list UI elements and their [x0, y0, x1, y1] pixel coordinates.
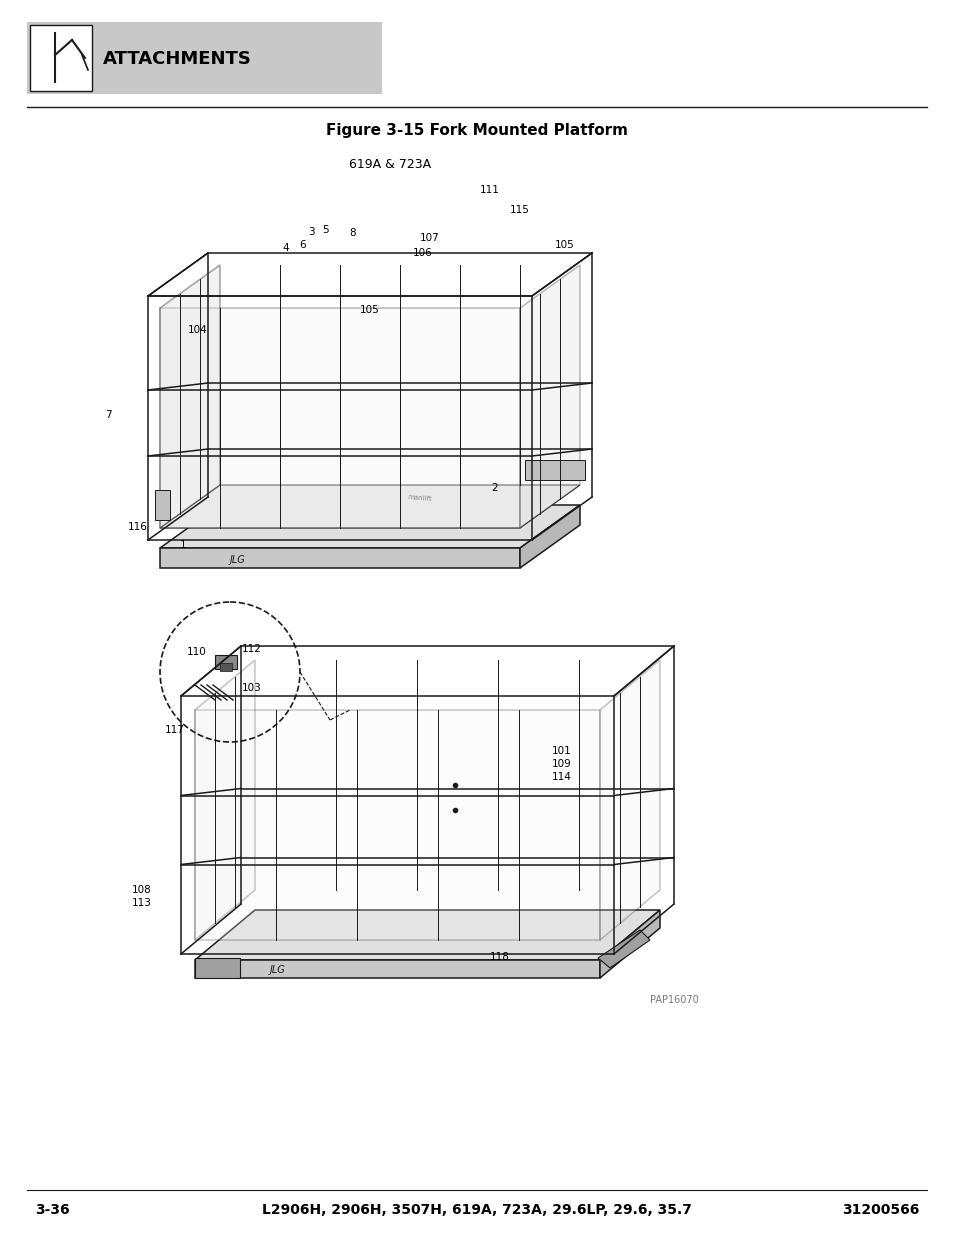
Text: 104: 104: [188, 325, 208, 335]
Bar: [154, 490, 170, 520]
Text: 105: 105: [555, 240, 575, 249]
Text: 8: 8: [350, 228, 355, 238]
Polygon shape: [160, 266, 220, 529]
Text: ATTACHMENTS: ATTACHMENTS: [103, 49, 252, 68]
Polygon shape: [599, 659, 659, 940]
Text: 115: 115: [510, 205, 529, 215]
Text: 3-36: 3-36: [35, 1203, 70, 1216]
Text: 110: 110: [187, 647, 207, 657]
Polygon shape: [194, 910, 659, 960]
Text: Figure 3-15 Fork Mounted Platform: Figure 3-15 Fork Mounted Platform: [326, 122, 627, 137]
Text: manlift: manlift: [407, 494, 432, 503]
Text: PAP16070: PAP16070: [649, 995, 698, 1005]
Text: L2906H, 2906H, 3507H, 619A, 723A, 29.6LP, 29.6, 35.7: L2906H, 2906H, 3507H, 619A, 723A, 29.6LP…: [262, 1203, 691, 1216]
Polygon shape: [194, 958, 240, 978]
Text: 107: 107: [419, 233, 439, 243]
Text: 1: 1: [179, 540, 186, 550]
Text: 6: 6: [299, 240, 306, 249]
Text: 7: 7: [105, 410, 112, 420]
Text: 103: 103: [242, 683, 262, 693]
Text: 108: 108: [132, 885, 152, 895]
Text: 4: 4: [282, 243, 289, 253]
Polygon shape: [160, 485, 579, 529]
Bar: [27, 22, 381, 94]
Polygon shape: [194, 710, 599, 940]
Bar: [214, 655, 236, 669]
Polygon shape: [598, 930, 649, 968]
Polygon shape: [519, 505, 579, 568]
Text: JLG: JLG: [230, 555, 246, 564]
Text: 5: 5: [322, 225, 329, 235]
Polygon shape: [160, 308, 519, 529]
Text: 31200566: 31200566: [841, 1203, 919, 1216]
Polygon shape: [194, 659, 254, 940]
Text: 117: 117: [165, 725, 185, 735]
Polygon shape: [599, 910, 659, 978]
Polygon shape: [160, 505, 579, 548]
Text: 113: 113: [132, 898, 152, 908]
Text: 112: 112: [242, 643, 262, 655]
Polygon shape: [160, 548, 519, 568]
Polygon shape: [194, 960, 599, 978]
Text: 106: 106: [413, 248, 433, 258]
Bar: [30, 25, 91, 91]
Text: 109: 109: [552, 760, 571, 769]
Text: 3: 3: [308, 227, 314, 237]
Polygon shape: [519, 266, 579, 529]
Text: 619A & 723A: 619A & 723A: [349, 158, 431, 172]
Text: JLG: JLG: [270, 965, 286, 974]
Text: 114: 114: [552, 772, 572, 782]
Text: 111: 111: [479, 185, 499, 195]
Text: 116: 116: [128, 522, 148, 532]
Bar: [220, 663, 232, 671]
Text: 105: 105: [359, 305, 379, 315]
Text: 101: 101: [552, 746, 571, 756]
Bar: [524, 459, 584, 480]
Text: 118: 118: [490, 952, 510, 962]
Text: 2: 2: [491, 483, 497, 493]
